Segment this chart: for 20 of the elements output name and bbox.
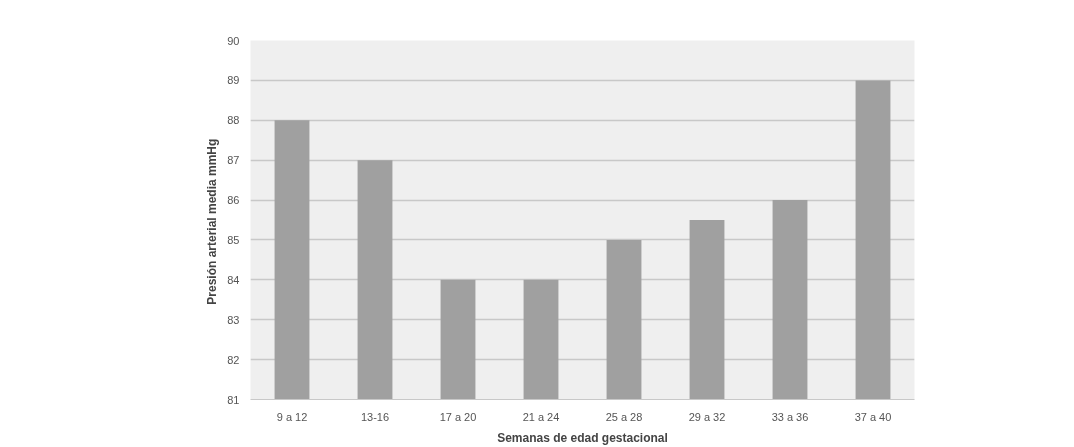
x-tick-label: 13-16 [360, 410, 390, 423]
y-tick-label: 89 [227, 74, 240, 87]
y-tick-label: 81 [227, 393, 240, 406]
x-tick-label: 21 a 24 [522, 410, 560, 423]
y-tick-label: 88 [227, 114, 240, 127]
x-tick-label: 33 a 36 [771, 410, 809, 423]
x-tick-label: 25 a 28 [605, 410, 643, 423]
y-tick-label: 85 [227, 233, 240, 246]
x-tick-label: 29 a 32 [688, 410, 726, 423]
x-tick-label: 37 a 40 [854, 410, 892, 423]
x-tick-label: 17 a 20 [439, 410, 477, 423]
y-tick-label: 87 [227, 154, 240, 167]
y-tick-label: 83 [227, 313, 240, 326]
y-tick-label: 84 [227, 273, 240, 286]
y-tick-label: 90 [227, 34, 240, 47]
y-tick-label: 86 [227, 194, 240, 207]
x-axis-title: Semanas de edad gestacional [497, 430, 668, 445]
y-tick-label: 82 [227, 353, 240, 366]
y-axis-title: Presión arterial media mmHg [205, 138, 220, 305]
x-tick-label: 9 a 12 [276, 410, 308, 423]
